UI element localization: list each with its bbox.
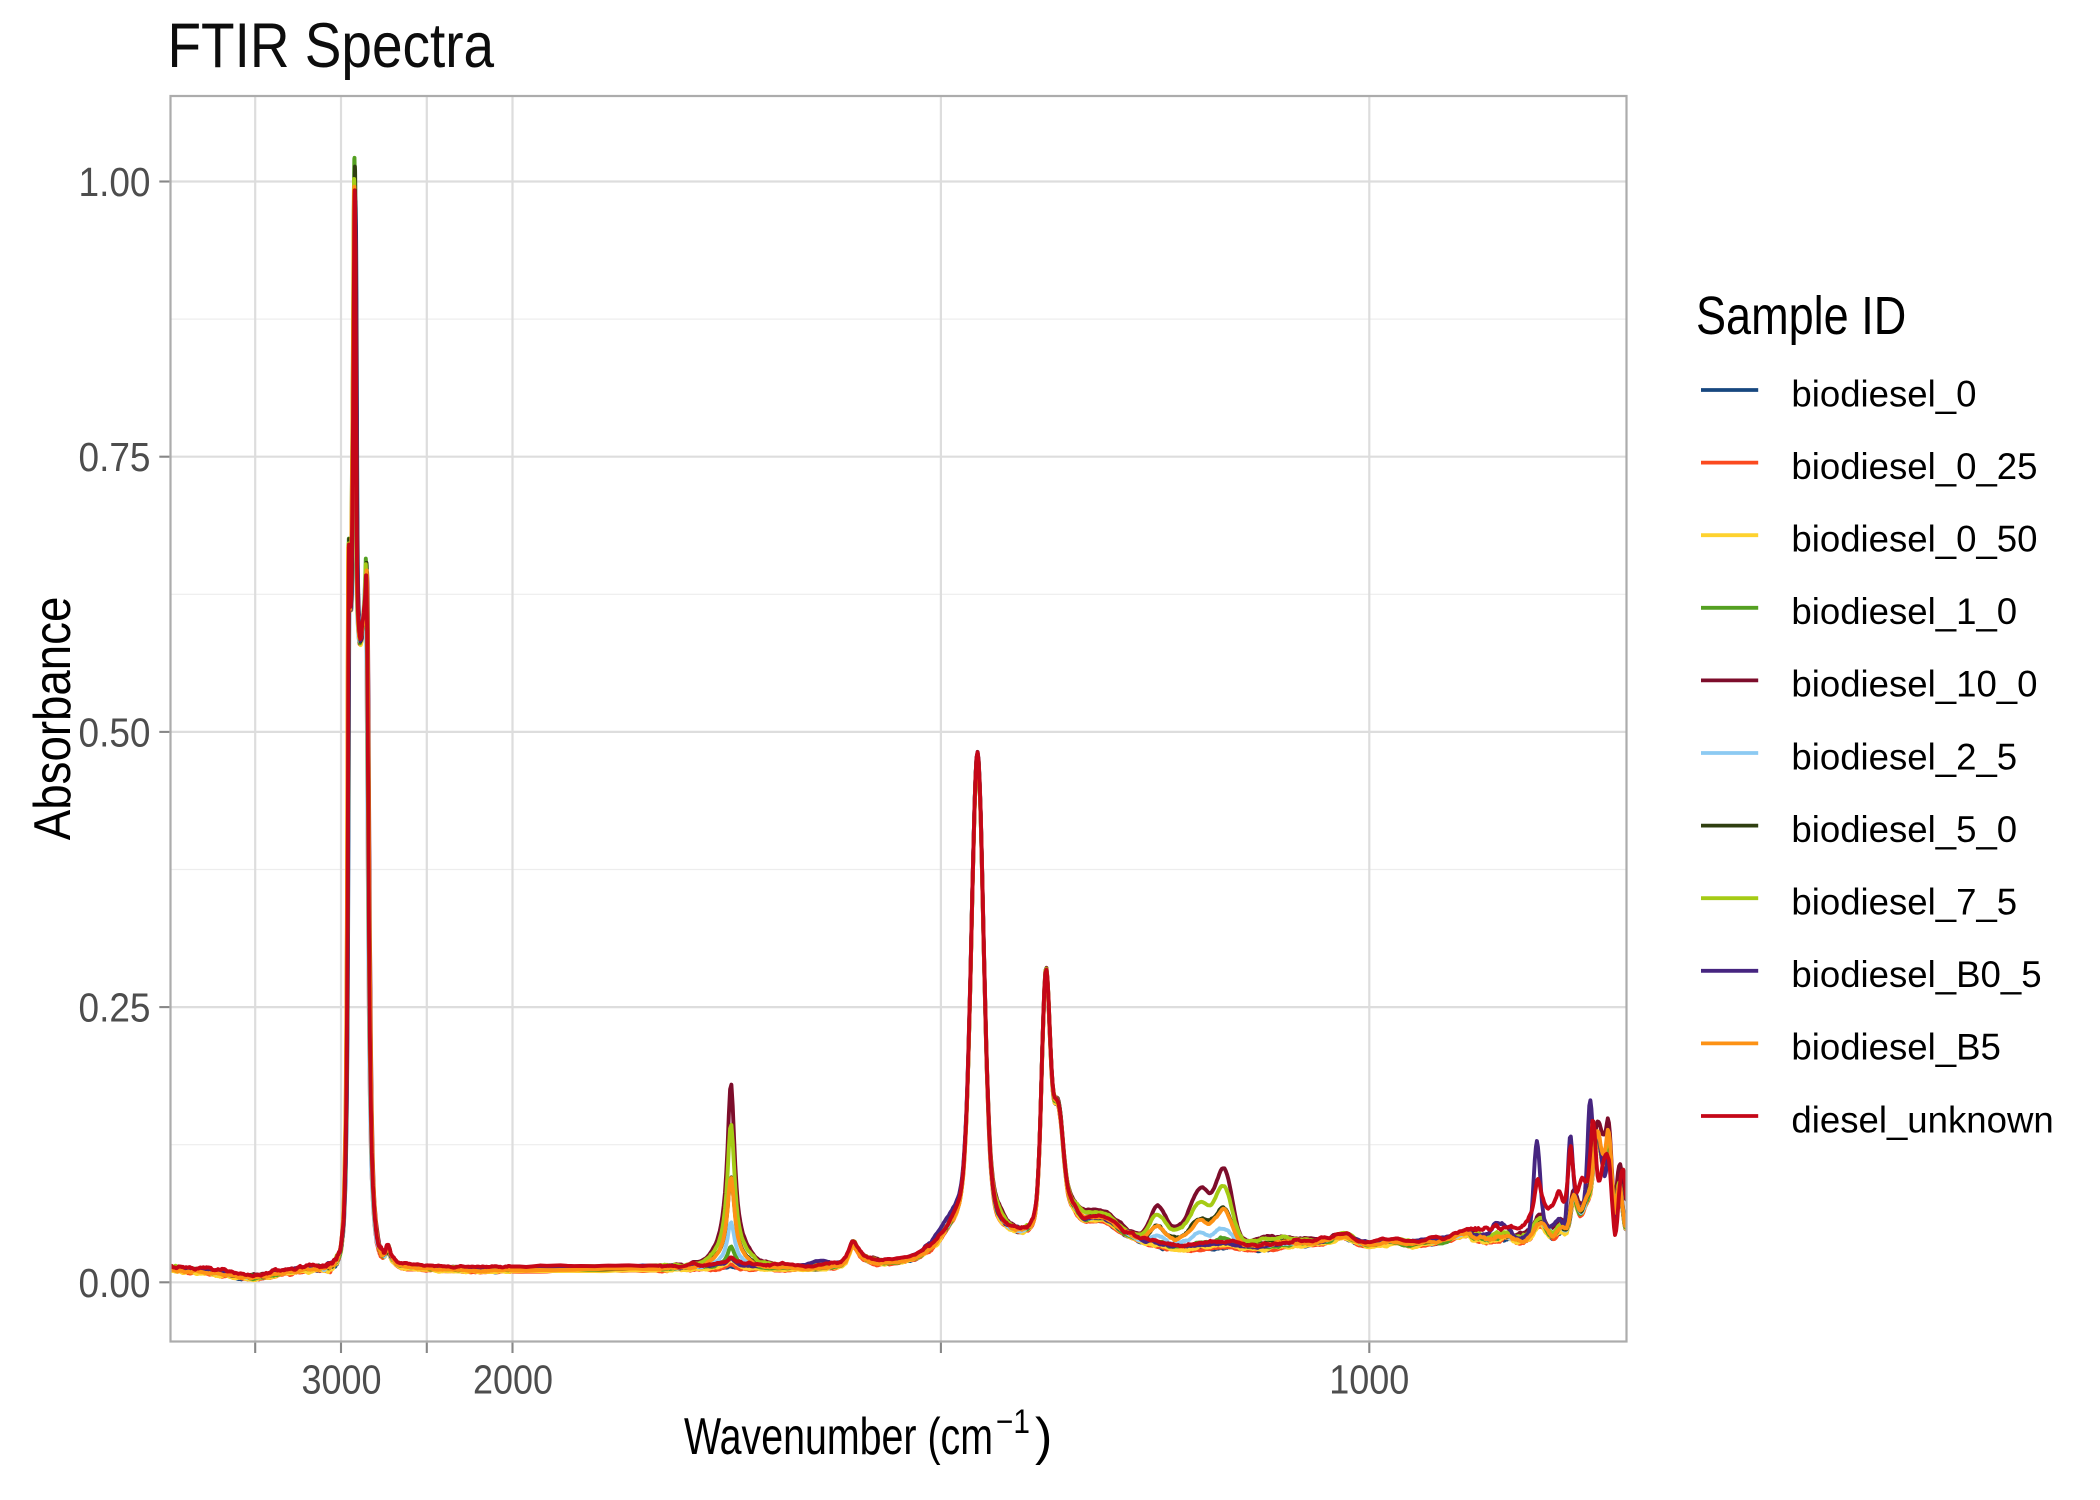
svg-text:Sample ID: Sample ID [1696,286,1906,346]
svg-text:2000: 2000 [473,1356,553,1402]
svg-text:0.75: 0.75 [79,434,151,480]
svg-text:1.00: 1.00 [79,159,151,205]
svg-text:3000: 3000 [302,1356,382,1402]
svg-text:0.00: 0.00 [79,1260,151,1306]
svg-text:biodiesel_2_5: biodiesel_2_5 [1791,736,2017,777]
svg-text:biodiesel_1_0: biodiesel_1_0 [1791,591,2017,632]
svg-text:0.25: 0.25 [79,985,151,1031]
svg-text:biodiesel_0: biodiesel_0 [1791,373,1976,414]
svg-text:0.50: 0.50 [79,709,151,755]
svg-text:biodiesel_0_50: biodiesel_0_50 [1791,519,2037,560]
svg-text:): ) [1035,1408,1052,1466]
svg-text:biodiesel_0_25: biodiesel_0_25 [1791,446,2037,487]
svg-text:Absorbance: Absorbance [24,597,82,841]
svg-text:biodiesel_7_5: biodiesel_7_5 [1791,882,2017,923]
svg-text:Wavenumber (cm: Wavenumber (cm [684,1408,993,1466]
svg-text:biodiesel_5_0: biodiesel_5_0 [1791,809,2017,850]
svg-text:diesel_unknown: diesel_unknown [1791,1099,2053,1140]
svg-text:1000: 1000 [1329,1356,1409,1402]
svg-text:biodiesel_B0_5: biodiesel_B0_5 [1791,954,2041,995]
svg-text:biodiesel_B5: biodiesel_B5 [1791,1027,2000,1068]
svg-text:−1: −1 [996,1403,1030,1441]
svg-text:biodiesel_10_0: biodiesel_10_0 [1791,664,2037,705]
svg-text:FTIR Spectra: FTIR Spectra [168,11,495,81]
